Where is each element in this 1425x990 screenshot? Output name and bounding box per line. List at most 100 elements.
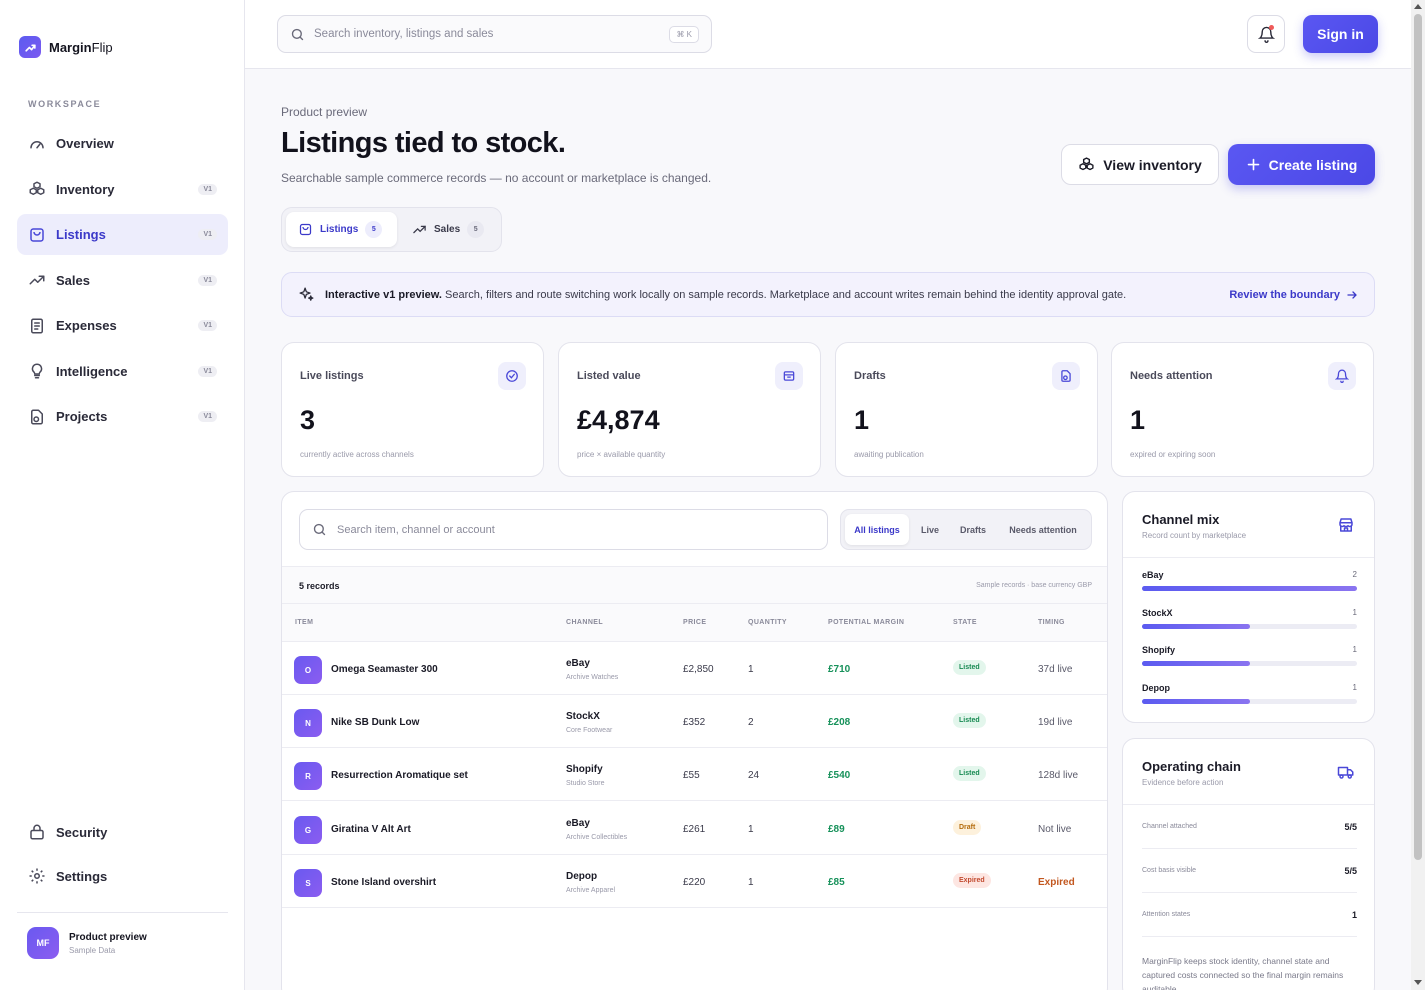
- version-badge: V1: [198, 411, 217, 422]
- table-row[interactable]: R Resurrection Aromatique set Shopify St…: [282, 748, 1107, 801]
- sidebar-item-expenses[interactable]: Expenses V1: [17, 305, 228, 346]
- divider: [17, 912, 228, 913]
- global-search-input[interactable]: Search inventory, listings and sales ⌘ K: [277, 15, 712, 53]
- view-inventory-button[interactable]: View inventory: [1061, 144, 1219, 185]
- boxes-icon: [28, 180, 46, 198]
- tab-label: Listings: [320, 224, 359, 235]
- sidebar-item-projects[interactable]: Projects V1: [17, 396, 228, 437]
- timing: 37d live: [1038, 664, 1073, 675]
- receipt-icon: [28, 317, 46, 335]
- notifications-button[interactable]: [1247, 15, 1285, 53]
- timing: 19d live: [1038, 717, 1073, 728]
- listings-table-card: Search item, channel or account All list…: [281, 491, 1108, 990]
- chain-value: 1: [1351, 910, 1357, 920]
- search-placeholder: Search inventory, listings and sales: [314, 28, 494, 40]
- channel-bar-track: [1142, 699, 1357, 704]
- sidebar-item-overview[interactable]: Overview: [17, 123, 228, 164]
- quantity: 1: [748, 824, 754, 835]
- sign-in-button[interactable]: Sign in: [1303, 15, 1378, 53]
- bell-icon: [1328, 362, 1356, 390]
- chain-value: 5/5: [1344, 822, 1357, 832]
- stat-card-drafts: Drafts 1 awaiting publication: [835, 342, 1098, 477]
- scroll-up-arrow-icon[interactable]: [1414, 4, 1422, 9]
- channel-bar-fill: [1142, 661, 1250, 666]
- status-badge: Draft: [953, 820, 982, 835]
- column-header[interactable]: PRICE: [683, 619, 707, 626]
- workspace-label: WORKSPACE: [28, 99, 102, 109]
- lock-icon: [28, 823, 46, 841]
- version-badge: V1: [198, 274, 217, 286]
- table-header: ITEM CHANNEL PRICE QUANTITY POTENTIAL MA…: [282, 604, 1107, 642]
- channel-name: Depop: [566, 871, 598, 882]
- column-header[interactable]: TIMING: [1038, 619, 1065, 626]
- page-scrollbar[interactable]: [1411, 0, 1425, 990]
- table-row[interactable]: S Stone Island overshirt Depop Archive A…: [282, 855, 1107, 908]
- card-subtitle: Evidence before action: [1142, 778, 1224, 787]
- channel-bar-track: [1142, 624, 1357, 629]
- column-header[interactable]: QUANTITY: [748, 619, 787, 626]
- stat-label: Needs attention: [1130, 370, 1213, 382]
- column-header[interactable]: CHANNEL: [566, 619, 604, 626]
- user-profile[interactable]: MF Product preview Sample Data: [27, 927, 147, 959]
- filter-all-listings[interactable]: All listings: [845, 514, 909, 545]
- listing-filters: All listings Live Drafts Needs attention: [840, 509, 1092, 550]
- channel-bar-fill: [1142, 624, 1250, 629]
- sidebar-item-label: Settings: [56, 868, 108, 884]
- sidebar-item-label: Sales: [56, 272, 90, 288]
- column-header[interactable]: STATE: [953, 619, 977, 626]
- sidebar-item-intelligence[interactable]: Intelligence V1: [17, 351, 228, 392]
- chain-row: Channel attached 5/5: [1142, 805, 1357, 849]
- divider: [1123, 804, 1374, 805]
- item-name: Nike SB Dunk Low: [331, 717, 420, 728]
- chain-label: Cost basis visible: [1142, 867, 1197, 874]
- sidebar-item-security[interactable]: Security: [17, 812, 228, 852]
- filter-live[interactable]: Live: [920, 524, 939, 535]
- search-icon: [290, 27, 305, 42]
- scroll-down-arrow-icon[interactable]: [1414, 980, 1422, 985]
- sidebar-item-inventory[interactable]: Inventory V1: [17, 169, 228, 210]
- timing: Not live: [1038, 824, 1072, 835]
- sidebar-item-sales[interactable]: Sales V1: [17, 260, 228, 301]
- timing: Expired: [1038, 877, 1075, 888]
- channel-name: Depop: [1142, 683, 1170, 693]
- brand-name: MarginFlip: [49, 39, 113, 55]
- notice-text: Interactive v1 preview. Search, filters …: [325, 288, 1127, 301]
- quantity: 1: [748, 877, 754, 888]
- store-icon: [1337, 516, 1355, 534]
- tab-listings[interactable]: Listings 5: [286, 212, 397, 247]
- channel-mix-row: Shopify 1: [1142, 645, 1357, 666]
- table-row[interactable]: N Nike SB Dunk Low StockX Core Footwear …: [282, 695, 1107, 748]
- channel-bar-fill: [1142, 586, 1357, 591]
- item-avatar: R: [294, 762, 322, 790]
- table-search-input[interactable]: Search item, channel or account: [299, 509, 828, 550]
- item-name: Giratina V Alt Art: [331, 824, 411, 835]
- sidebar-item-label: Overview: [56, 136, 114, 151]
- column-header[interactable]: POTENTIAL MARGIN: [828, 619, 905, 626]
- filter-needs-attention[interactable]: Needs attention: [1009, 524, 1077, 535]
- chain-row: Cost basis visible 5/5: [1142, 849, 1357, 893]
- sidebar-item-label: Intelligence: [56, 363, 128, 379]
- column-header[interactable]: ITEM: [295, 619, 314, 626]
- create-listing-button[interactable]: Create listing: [1228, 144, 1375, 185]
- brand[interactable]: MarginFlip: [19, 36, 113, 58]
- table-row[interactable]: G Giratina V Alt Art eBay Archive Collec…: [282, 802, 1107, 855]
- user-subtitle: Sample Data: [69, 945, 116, 955]
- channel-bar-fill: [1142, 699, 1250, 704]
- channel-name: StockX: [1142, 608, 1173, 618]
- sidebar-item-label: Security: [56, 824, 108, 840]
- lightbulb-icon: [28, 362, 46, 380]
- potential-margin: £540: [828, 770, 851, 781]
- sidebar-item-label: Projects: [56, 409, 108, 424]
- review-boundary-link[interactable]: Review the boundary: [1229, 289, 1358, 301]
- channel-bar-track: [1142, 586, 1357, 591]
- sidebar-item-settings[interactable]: Settings: [17, 856, 228, 896]
- tab-label: Sales: [434, 224, 461, 235]
- table-row[interactable]: O Omega Seamaster 300 eBay Archive Watch…: [282, 642, 1107, 695]
- arrow-right-icon: [1346, 289, 1358, 301]
- filter-drafts[interactable]: Drafts: [959, 524, 986, 535]
- price: £352: [683, 717, 706, 728]
- scrollbar-thumb[interactable]: [1414, 14, 1422, 860]
- sidebar-item-listings[interactable]: Listings V1: [17, 214, 228, 255]
- tab-sales[interactable]: Sales 5: [400, 212, 496, 247]
- gear-icon: [28, 867, 46, 885]
